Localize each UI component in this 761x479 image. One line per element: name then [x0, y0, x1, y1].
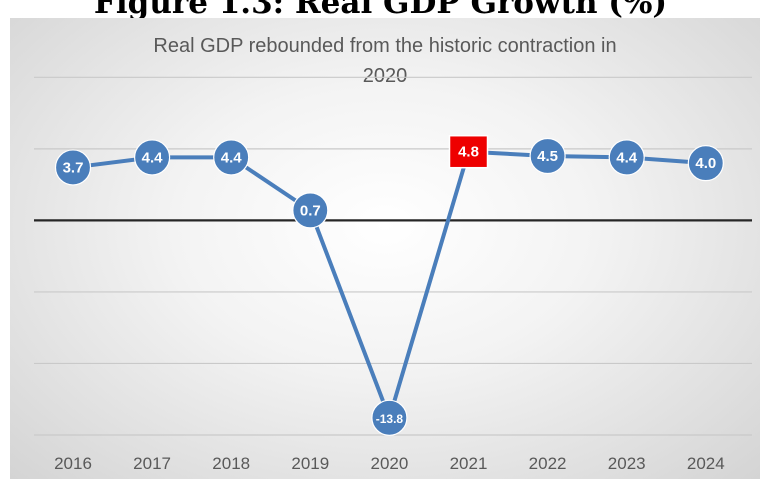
x-tick-label: 2021 — [450, 454, 488, 473]
x-tick-label: 2023 — [608, 454, 646, 473]
data-marker — [292, 192, 329, 229]
series-line — [72, 149, 706, 420]
x-tick-label: 2024 — [687, 454, 725, 473]
x-tick-label: 2016 — [54, 454, 92, 473]
figure-title: Figure 1.3: Real GDP Growth (%) — [93, 0, 668, 21]
data-marker-highlight — [448, 134, 489, 169]
x-tick-label: 2020 — [370, 454, 408, 473]
x-tick-label: 2022 — [529, 454, 567, 473]
data-marker — [134, 139, 171, 176]
data-marker — [529, 137, 566, 175]
chart-title-line-2: 2020 — [363, 65, 408, 87]
data-label: 4.0 — [695, 155, 716, 172]
chart-area: Real GDP rebounded from the historic con… — [10, 18, 760, 479]
x-tick-label: 2019 — [291, 454, 329, 473]
data-marker — [371, 399, 408, 436]
line-chart: Real GDP rebounded from the historic con… — [34, 35, 752, 473]
x-tick-label: 2018 — [212, 454, 250, 473]
chart-title-line-1: Real GDP rebounded from the historic con… — [153, 35, 616, 57]
data-marker — [54, 149, 92, 186]
series-polyline — [72, 149, 706, 420]
data-marker — [687, 145, 724, 182]
data-label: 3.7 — [63, 159, 84, 176]
data-label: 4.4 — [616, 149, 638, 166]
gridlines — [34, 76, 752, 436]
data-label: -13.8 — [376, 412, 404, 426]
data-marker — [608, 139, 645, 176]
data-label: 4.4 — [142, 149, 164, 166]
data-marker — [213, 139, 250, 176]
x-axis: 2016 2017 2018 2019 2020 2021 2022 2023 2024 — [54, 454, 725, 473]
data-label: 4.8 — [458, 144, 479, 161]
data-label: 0.7 — [300, 202, 321, 219]
data-label: 4.5 — [537, 148, 558, 165]
data-markers: 3.7 4.4 4.4 0.7 -13.8 4.8 4.5 4.4 4.0 — [54, 134, 724, 436]
data-label: 4.4 — [221, 149, 243, 166]
x-tick-label: 2017 — [133, 454, 171, 473]
